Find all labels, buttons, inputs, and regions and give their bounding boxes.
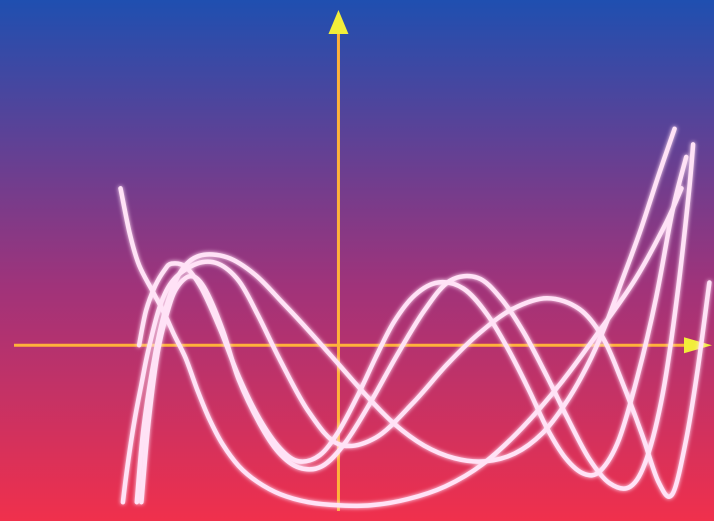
series-line-2 [120,259,712,505]
series-line-4 [139,142,696,505]
x-axis-arrow-icon [684,337,712,354]
y-axis-arrow-icon [328,10,349,34]
series-line-5 [134,126,677,505]
series-line-3 [136,154,689,478]
